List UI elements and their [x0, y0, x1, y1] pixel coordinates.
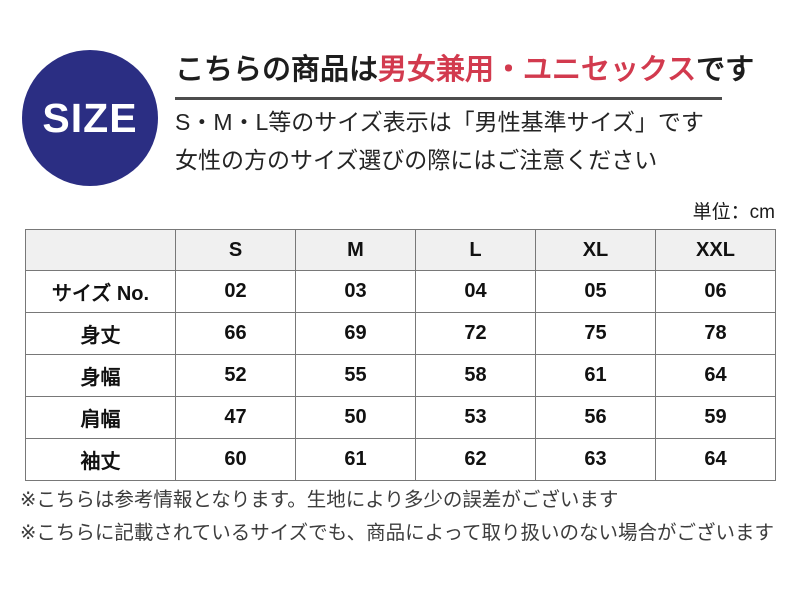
cell-value: 78: [655, 312, 776, 355]
cell-value: 60: [175, 438, 296, 481]
row-label: 身丈: [25, 312, 176, 355]
size-badge-label: SIZE: [42, 94, 138, 141]
row-label: サイズ No.: [25, 270, 176, 313]
cell-value: 61: [535, 354, 656, 397]
cell-value: 62: [415, 438, 536, 481]
cell-value: 72: [415, 312, 536, 355]
column-header-xl: XL: [535, 229, 656, 271]
page-title: こちらの商品は男女兼用・ユニセックスです: [175, 52, 775, 88]
unit-label: 単位：cm: [692, 202, 775, 223]
table-row-shoulder-width: 肩幅 47 50 53 56 59: [25, 396, 776, 439]
cell-value: 06: [655, 270, 776, 313]
size-table: S M L XL XXL サイズ No. 02 03 04 05 06 身丈 6…: [25, 229, 776, 481]
table-header-row: S M L XL XXL: [25, 229, 776, 271]
cell-value: 59: [655, 396, 776, 439]
table-row-body-width: 身幅 52 55 58 61 64: [25, 354, 776, 397]
size-badge: SIZE: [22, 50, 158, 186]
table-header-empty-cell: [25, 229, 176, 271]
title-suffix: です: [696, 54, 755, 86]
table-row-body-length: 身丈 66 69 72 75 78: [25, 312, 776, 355]
cell-value: 64: [655, 354, 776, 397]
table-row-sleeve-length: 袖丈 60 61 62 63 64: [25, 438, 776, 481]
cell-value: 47: [175, 396, 296, 439]
cell-value: 03: [295, 270, 416, 313]
cell-value: 50: [295, 396, 416, 439]
cell-value: 75: [535, 312, 656, 355]
cell-value: 02: [175, 270, 296, 313]
cell-value: 69: [295, 312, 416, 355]
table-row-size-no: サイズ No. 02 03 04 05 06: [25, 270, 776, 313]
cell-value: 63: [535, 438, 656, 481]
title-prefix: こちらの商品は: [175, 54, 379, 86]
column-header-s: S: [175, 229, 296, 271]
column-header-m: M: [295, 229, 416, 271]
column-header-xxl: XXL: [655, 229, 776, 271]
subtitle-line-1: S・M・L等のサイズ表示は「男性基準サイズ」です: [175, 109, 704, 136]
cell-value: 55: [295, 354, 416, 397]
row-label: 袖丈: [25, 438, 176, 481]
header-block: こちらの商品は男女兼用・ユニセックスです S・M・L等のサイズ表示は「男性基準サ…: [175, 52, 775, 176]
cell-value: 64: [655, 438, 776, 481]
cell-value: 58: [415, 354, 536, 397]
cell-value: 61: [295, 438, 416, 481]
note-line-1: ※こちらは参考情報となります。生地により多少の誤差がございます: [20, 489, 619, 511]
cell-value: 66: [175, 312, 296, 355]
subtitle-line-2: 女性の方のサイズ選びの際にはご注意ください: [175, 147, 658, 174]
cell-value: 56: [535, 396, 656, 439]
cell-value: 52: [175, 354, 296, 397]
column-header-l: L: [415, 229, 536, 271]
title-divider: [175, 97, 722, 101]
row-label: 身幅: [25, 354, 176, 397]
row-label: 肩幅: [25, 396, 176, 439]
title-highlight: 男女兼用・ユニセックス: [378, 54, 697, 86]
note-line-2: ※こちらに記載されているサイズでも、商品によって取り扱いのない場合がございます: [20, 522, 775, 544]
footer-notes: ※こちらは参考情報となります。生地により多少の誤差がございます ※こちらに記載さ…: [20, 484, 790, 550]
cell-value: 04: [415, 270, 536, 313]
cell-value: 53: [415, 396, 536, 439]
cell-value: 05: [535, 270, 656, 313]
